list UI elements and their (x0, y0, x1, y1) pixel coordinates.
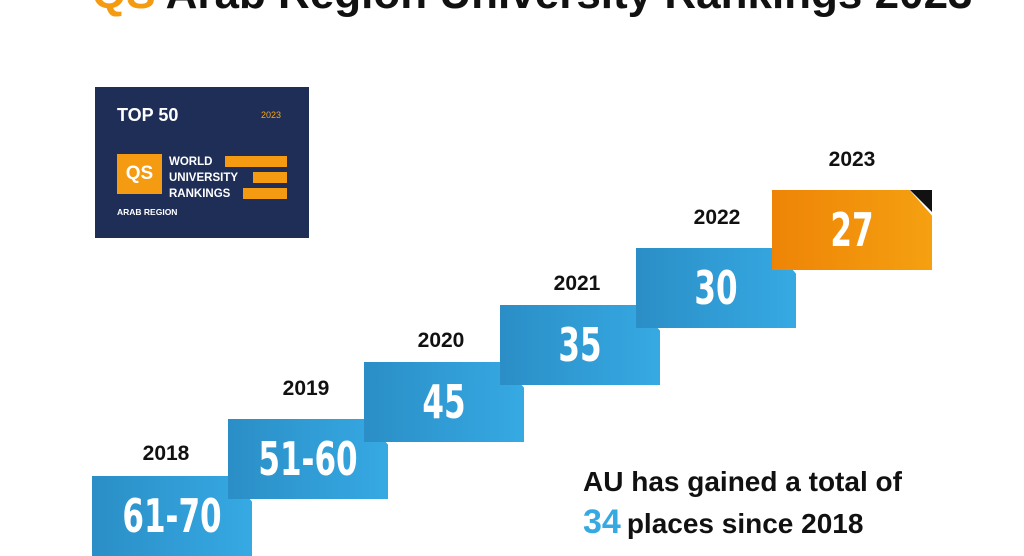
badge-bar-1 (225, 156, 287, 167)
badge-line-university: UNIVERSITY (169, 172, 239, 184)
badge-bar-2 (253, 172, 287, 183)
step-rank-2023: 27 (830, 203, 874, 257)
qs-word: QS (92, 0, 156, 18)
badge-wur-text: WORLD UNIVERSITY RANKINGS (169, 154, 238, 202)
badge-top50: TOP 50 (117, 105, 179, 125)
step-2020: 45 (364, 362, 524, 442)
summary-line-1: AU has gained a total of (583, 466, 902, 497)
step-rank-2021: 35 (558, 318, 602, 372)
page-title: QS Arab Region University Rankings 2023 (92, 0, 973, 16)
step-rank-2019: 51-60 (258, 432, 358, 486)
corner-fold-icon (910, 190, 932, 212)
step-year-2018: 2018 (142, 442, 190, 465)
badge-bar-3 (243, 188, 287, 199)
summary-line-2-text: places since 2018 (626, 508, 864, 539)
badge-year: 2023 (261, 110, 282, 120)
step-year-2021: 2021 (553, 272, 601, 295)
qs-top50-badge: TOP 50 2023 QS WORLD UNIVERSITY RANKINGS… (95, 87, 309, 238)
step-rank-2022: 30 (694, 261, 738, 315)
qs-logo-icon: QS (117, 154, 162, 194)
badge-line-rankings: RANKINGS (169, 188, 231, 200)
step-2022: 30 (636, 248, 796, 328)
title-text: Arab Region University Rankings 2023 (166, 0, 973, 18)
summary-line-2: 34 places since 2018 (583, 502, 902, 544)
badge-line-world: WORLD (169, 156, 213, 168)
step-2023: 27 (772, 190, 932, 270)
step-rank-2020: 45 (422, 375, 466, 429)
step-year-2022: 2022 (693, 206, 741, 229)
step-rank-2018: 61-70 (122, 489, 222, 543)
step-year-2023: 2023 (828, 148, 876, 171)
step-year-2019: 2019 (282, 377, 330, 400)
step-2021: 35 (500, 305, 660, 385)
summary-number: 34 (583, 503, 621, 541)
summary-text: AU has gained a total of 34 places since … (583, 462, 902, 544)
badge-region: ARAB REGION (117, 207, 178, 217)
step-2019: 51-60 (228, 419, 388, 499)
step-year-2020: 2020 (417, 329, 465, 352)
